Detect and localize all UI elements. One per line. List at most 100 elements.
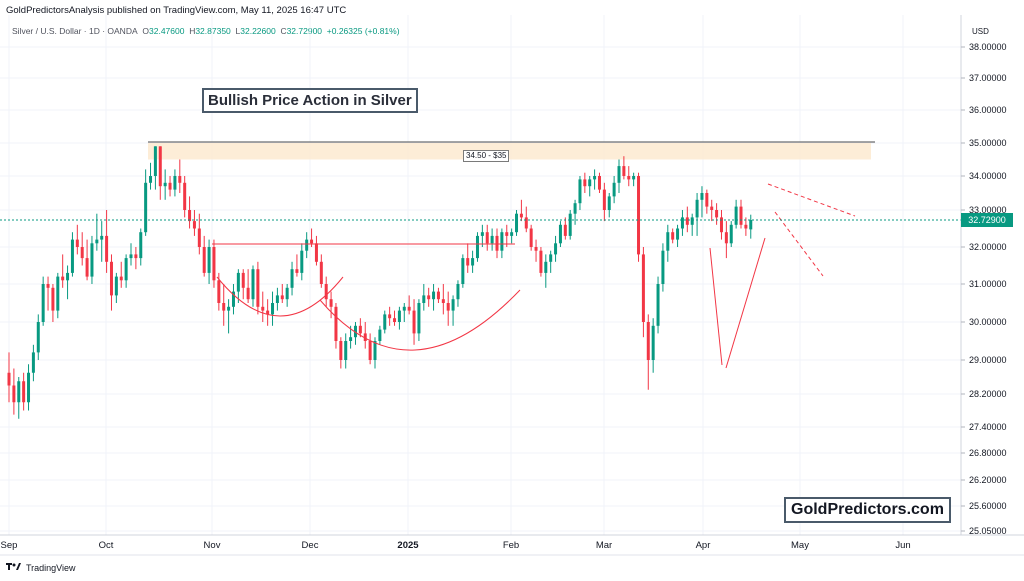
candle-body [578,179,582,204]
open-value: 32.47600 [149,26,185,36]
candle-body [441,299,445,303]
candle-body [158,146,162,187]
candle-body [539,250,543,273]
candle-body [656,284,660,326]
candle-body [534,247,538,251]
candle-body [153,146,157,176]
candle-body [446,303,450,311]
candle-body [353,325,357,338]
candle-body [329,299,333,307]
candle-body [724,232,728,244]
y-tick-label: 29.00000 [969,355,1007,365]
candle-body [505,232,509,236]
time-axis: Sep Oct Nov Dec 2025 Feb Mar Apr May Jun [1,540,911,551]
y-tick-label: 26.20000 [969,475,1007,485]
candle-body [705,193,709,207]
candle-body [739,206,743,225]
y-tick-label: 31.00000 [969,279,1007,289]
candles [7,146,753,419]
candle-body [305,239,309,251]
candle-body [422,295,426,303]
candle-body [583,179,587,187]
candle-body [680,217,684,229]
x-tick-label: Feb [503,540,519,551]
candle-body [417,303,421,334]
candle-body [80,247,84,259]
candle-body [466,258,470,266]
candle-body [407,306,411,311]
candle-body [519,213,523,218]
candle-body [719,217,723,233]
candle-body [256,269,260,307]
x-tick-label: Nov [204,540,221,551]
candle-body [456,284,460,300]
wedge-upper-line [767,183,856,217]
candle-body [651,325,655,360]
candle-body [427,295,431,300]
high-label: H [189,26,196,36]
candle-body [529,228,533,247]
wedge-lower-line [774,211,824,277]
candle-body [573,203,577,214]
candle-body [358,325,362,334]
candle-body [246,287,250,300]
x-tick-label: May [791,540,809,551]
resistance-zone [148,143,871,160]
candle-body [744,224,748,229]
candle-body [119,276,123,281]
candle-body [212,247,216,281]
candle-body [324,284,328,300]
candle-body [646,322,650,360]
candle-body [617,166,621,183]
close-value: 32.72900 [286,26,323,36]
candle-body [695,199,699,218]
candle-body [236,272,240,292]
last-price-tag: 32.72900 [961,213,1013,227]
candle-body [485,232,489,244]
candle-body [622,166,626,176]
candle-body [95,239,99,244]
candle-body [558,224,562,244]
candle-body [173,176,177,190]
candle-body [690,217,694,225]
candle-body [641,254,645,322]
candle-body [451,299,455,311]
candle-body [515,213,519,233]
candle-body [471,258,475,266]
candle-body [197,228,201,247]
candle-body [271,303,275,315]
candle-body [349,337,353,341]
v-right-line [725,237,766,369]
y-tick-label: 28.20000 [969,389,1007,399]
high-value: 32.87350 [195,26,231,36]
y-tick-label: 26.80000 [969,448,1007,458]
candle-body [397,310,401,322]
candle-body [554,243,558,255]
x-tick-label: Apr [696,540,711,551]
brand-watermark: GoldPredictors.com [784,497,951,523]
candle-body [373,341,377,360]
candle-body [231,291,235,307]
candle-body [612,182,616,197]
candle-body [607,196,611,210]
candle-body [295,269,299,273]
candle-body [222,303,226,311]
candle-body [597,176,601,190]
candle-body [432,291,436,300]
candle-body [207,247,211,273]
candle-body [388,314,392,319]
tradingview-logo-icon [6,562,22,573]
candle-body [300,250,304,273]
candle-body [168,182,172,190]
symbol-name: Silver / U.S. Dollar · 1D · OANDA [12,26,138,36]
candle-body [22,381,26,403]
y-tick-label: 25.05000 [969,526,1007,536]
candle-body [602,189,606,210]
candle-body [90,243,94,277]
candle-body [676,228,680,240]
candle-body [129,254,133,259]
candle-body [627,176,631,180]
currency-label: USD [972,27,989,36]
resistance-zone-label: 34.50 - $35 [463,150,510,162]
